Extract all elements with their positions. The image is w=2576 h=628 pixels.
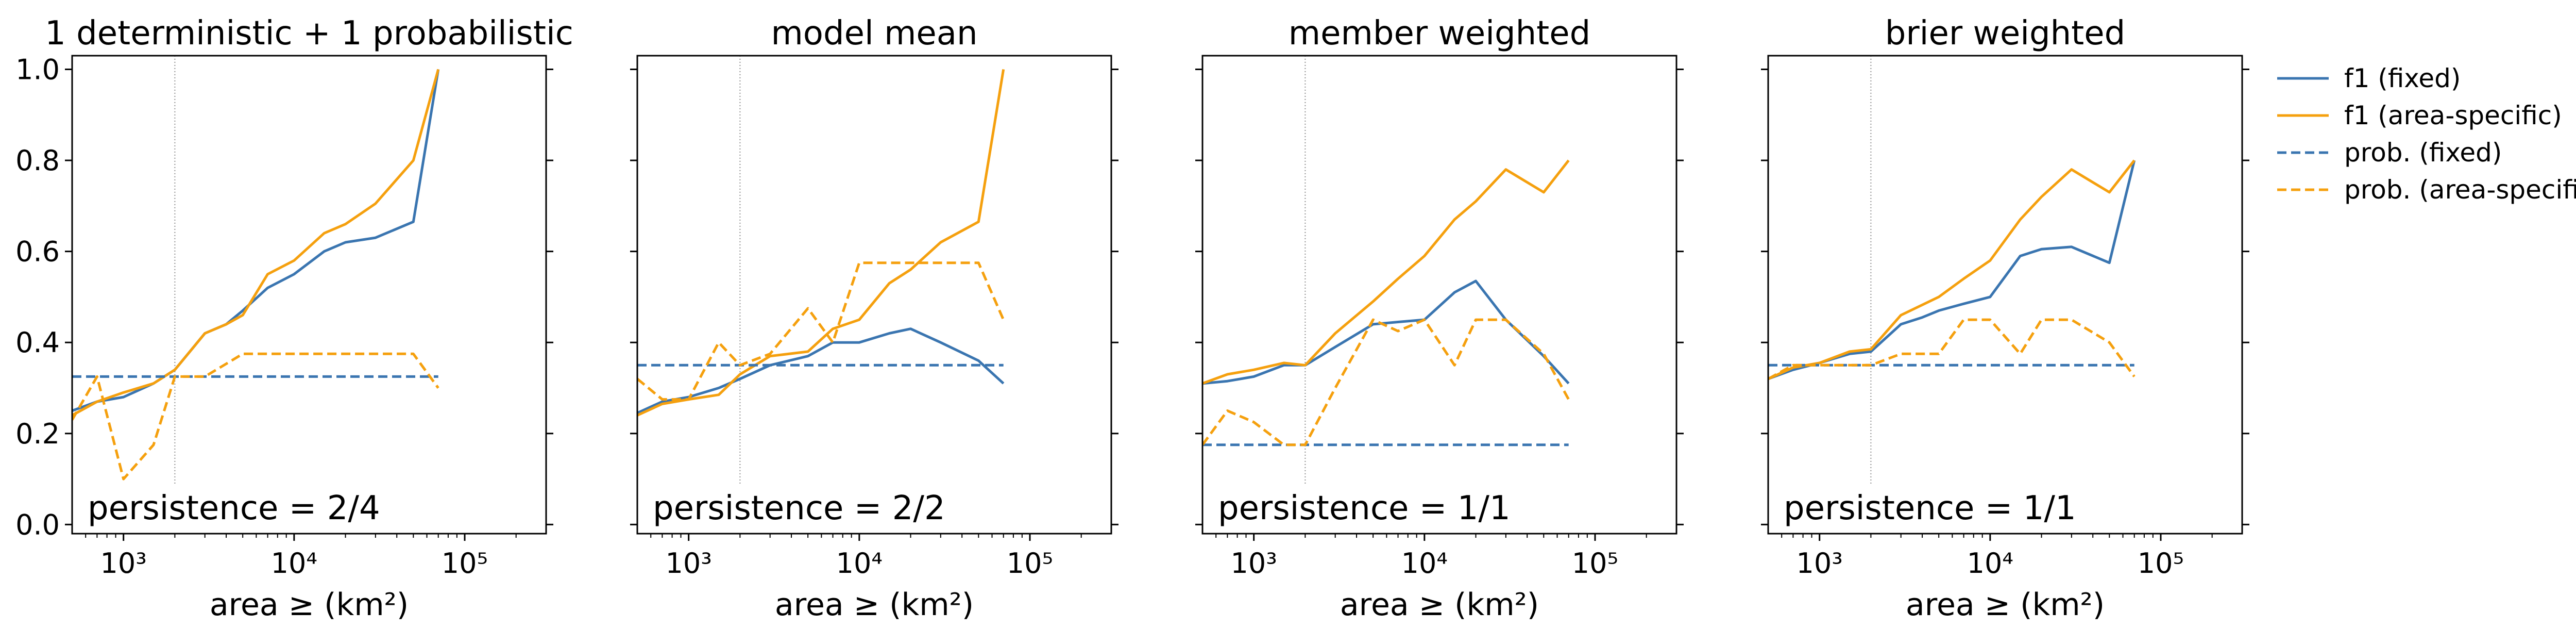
x-tick-label: 10³ [666,547,712,580]
plot-frame [71,55,547,535]
legend-label: prob. (area-specific) [2344,175,2576,205]
legend-label: f1 (fixed) [2344,63,2461,93]
legend-label: prob. (fixed) [2344,138,2502,168]
y-tick-label: 0.6 [15,236,60,268]
x-axis-label: area ≥ (km²) [775,587,974,623]
panel-title: member weighted [1289,14,1591,53]
y-tick-label: 1.0 [15,53,60,86]
x-tick-label: 10⁴ [1401,547,1448,580]
legend: f1 (fixed) f1 (area-specific) prob. (fixed… [2277,63,2576,205]
series-line-f1-area-specific [637,69,1005,417]
x-tick-label: 10³ [1797,547,1843,580]
series-line-f1-fixed [1202,279,1570,385]
x-tick-label: 10³ [100,547,147,580]
y-tick-label: 0.8 [15,144,60,177]
panel-title: brier weighted [1885,14,2126,53]
y-tick-label: 0.2 [15,418,60,450]
legend-item: f1 (fixed) [2277,63,2461,93]
persistence-annotation: persistence = 1/1 [1218,489,1511,527]
plot-frame [1767,55,2243,535]
legend-label: f1 (area-specific) [2344,101,2562,130]
x-tick-label: 10⁵ [2138,547,2184,580]
x-axis-label: area ≥ (km²) [210,587,409,623]
persistence-annotation: persistence = 2/2 [653,489,945,527]
series-line-prob-area-specific [1202,318,1570,447]
plot-frame [1201,55,1677,535]
x-tick-label: 10⁴ [271,547,317,580]
series-line-f1-area-specific [72,69,440,417]
series-line-f1-fixed [637,327,1005,415]
plot-frame [636,55,1112,535]
series-line-prob-area-specific [1768,318,2136,380]
x-tick-label: 10⁴ [1967,547,2013,580]
panel-4: brier weighted 10³ 10⁴ 10⁵ area ≥ (km²) persi… [1761,14,2249,623]
legend-item: prob. (area-specific) [2277,175,2576,205]
x-tick-label: 10⁴ [836,547,883,580]
series-line-f1-area-specific [1202,159,1570,385]
y-tick-label: 0.0 [15,508,60,541]
x-tick-label: 10³ [1231,547,1277,580]
legend-item: prob. (fixed) [2277,138,2502,168]
panel-title: 1 deterministic + 1 probabilistic [45,14,573,53]
persistence-annotation: persistence = 1/1 [1784,489,2076,527]
panel-title: model mean [771,14,977,53]
x-axis-label: area ≥ (km²) [1906,587,2105,623]
series-line-f1-area-specific [1768,159,2136,381]
persistence-annotation: persistence = 2/4 [88,489,380,527]
x-tick-label: 10⁵ [1572,547,1618,580]
x-tick-label: 10⁵ [1007,547,1053,580]
y-tick-label: 0.4 [15,326,60,359]
x-axis-label: area ≥ (km²) [1340,587,1539,623]
series-line-prob-area-specific [72,352,439,481]
series-line-prob-area-specific [637,261,1005,401]
panel-1: 1 deterministic + 1 probabilistic 0.0 0.2 0… [15,14,573,623]
series-line-f1-fixed [72,69,440,412]
x-tick-label: 10⁵ [442,547,488,580]
legend-item: f1 (area-specific) [2277,101,2562,130]
panel-3: member weighted 10³ 10⁴ 10⁵ area ≥ (km²) pers… [1195,14,1684,623]
panel-2: model mean 10³ 10⁴ 10⁵ area ≥ (km²) persisten… [630,14,1118,623]
